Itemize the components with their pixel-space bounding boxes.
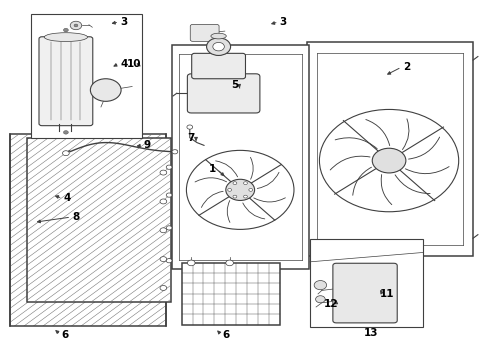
FancyArrowPatch shape (402, 119, 409, 149)
Circle shape (166, 193, 172, 197)
Text: 13: 13 (364, 328, 378, 338)
Bar (307, 42, 473, 256)
FancyBboxPatch shape (333, 263, 397, 323)
Text: 6: 6 (222, 329, 229, 339)
FancyArrowPatch shape (405, 167, 449, 174)
Text: 5: 5 (231, 80, 238, 90)
Circle shape (244, 195, 247, 198)
Bar (26, 138, 171, 302)
Text: 3: 3 (121, 17, 127, 27)
Text: 8: 8 (73, 212, 79, 222)
FancyBboxPatch shape (39, 37, 93, 126)
Bar (172, 45, 309, 269)
FancyArrowPatch shape (330, 156, 370, 170)
FancyArrowPatch shape (250, 157, 253, 179)
Text: 2: 2 (403, 62, 410, 72)
FancyArrowPatch shape (353, 167, 371, 195)
Circle shape (70, 21, 82, 30)
Circle shape (74, 24, 78, 27)
Ellipse shape (44, 33, 88, 41)
Text: 12: 12 (324, 299, 339, 309)
Bar (31, 14, 142, 138)
Circle shape (187, 260, 195, 266)
Text: 7: 7 (188, 133, 195, 143)
Text: 10: 10 (126, 59, 141, 68)
FancyArrowPatch shape (335, 138, 377, 149)
Circle shape (160, 199, 167, 204)
Ellipse shape (211, 33, 226, 39)
Text: 1: 1 (209, 165, 216, 174)
FancyArrowPatch shape (195, 178, 226, 182)
Circle shape (316, 296, 325, 303)
FancyArrowPatch shape (409, 137, 440, 159)
FancyArrowPatch shape (254, 198, 285, 202)
Circle shape (207, 38, 231, 55)
FancyArrowPatch shape (257, 172, 279, 188)
FancyArrowPatch shape (243, 203, 265, 219)
Circle shape (233, 195, 237, 198)
Circle shape (244, 182, 247, 185)
FancyArrowPatch shape (216, 161, 238, 177)
Circle shape (226, 179, 255, 201)
Circle shape (372, 148, 406, 173)
Bar (182, 263, 280, 325)
Circle shape (213, 42, 224, 51)
Circle shape (187, 125, 193, 129)
Circle shape (233, 182, 237, 185)
Text: 4: 4 (64, 193, 71, 203)
Circle shape (90, 79, 121, 101)
Circle shape (226, 260, 233, 266)
Circle shape (64, 131, 68, 134)
Circle shape (314, 280, 327, 290)
FancyArrowPatch shape (366, 120, 390, 145)
Circle shape (160, 170, 167, 175)
Text: 4: 4 (121, 59, 128, 68)
Circle shape (166, 226, 172, 230)
Bar (10, 134, 166, 327)
FancyArrowPatch shape (227, 201, 230, 222)
Circle shape (160, 257, 167, 262)
Circle shape (63, 151, 69, 156)
Text: 9: 9 (144, 140, 150, 150)
Circle shape (249, 189, 253, 191)
FancyBboxPatch shape (192, 53, 245, 79)
FancyBboxPatch shape (190, 24, 219, 41)
Circle shape (160, 285, 167, 291)
Circle shape (166, 258, 172, 263)
Text: 3: 3 (280, 17, 287, 27)
Bar (310, 239, 423, 328)
Text: 6: 6 (62, 329, 69, 339)
Circle shape (64, 28, 68, 32)
Circle shape (228, 189, 232, 191)
FancyArrowPatch shape (381, 175, 392, 204)
Circle shape (160, 228, 167, 233)
Circle shape (172, 150, 178, 154)
FancyArrowPatch shape (201, 191, 223, 207)
Circle shape (166, 165, 172, 169)
Text: 11: 11 (380, 289, 394, 298)
FancyBboxPatch shape (187, 74, 260, 113)
FancyArrowPatch shape (395, 175, 430, 194)
